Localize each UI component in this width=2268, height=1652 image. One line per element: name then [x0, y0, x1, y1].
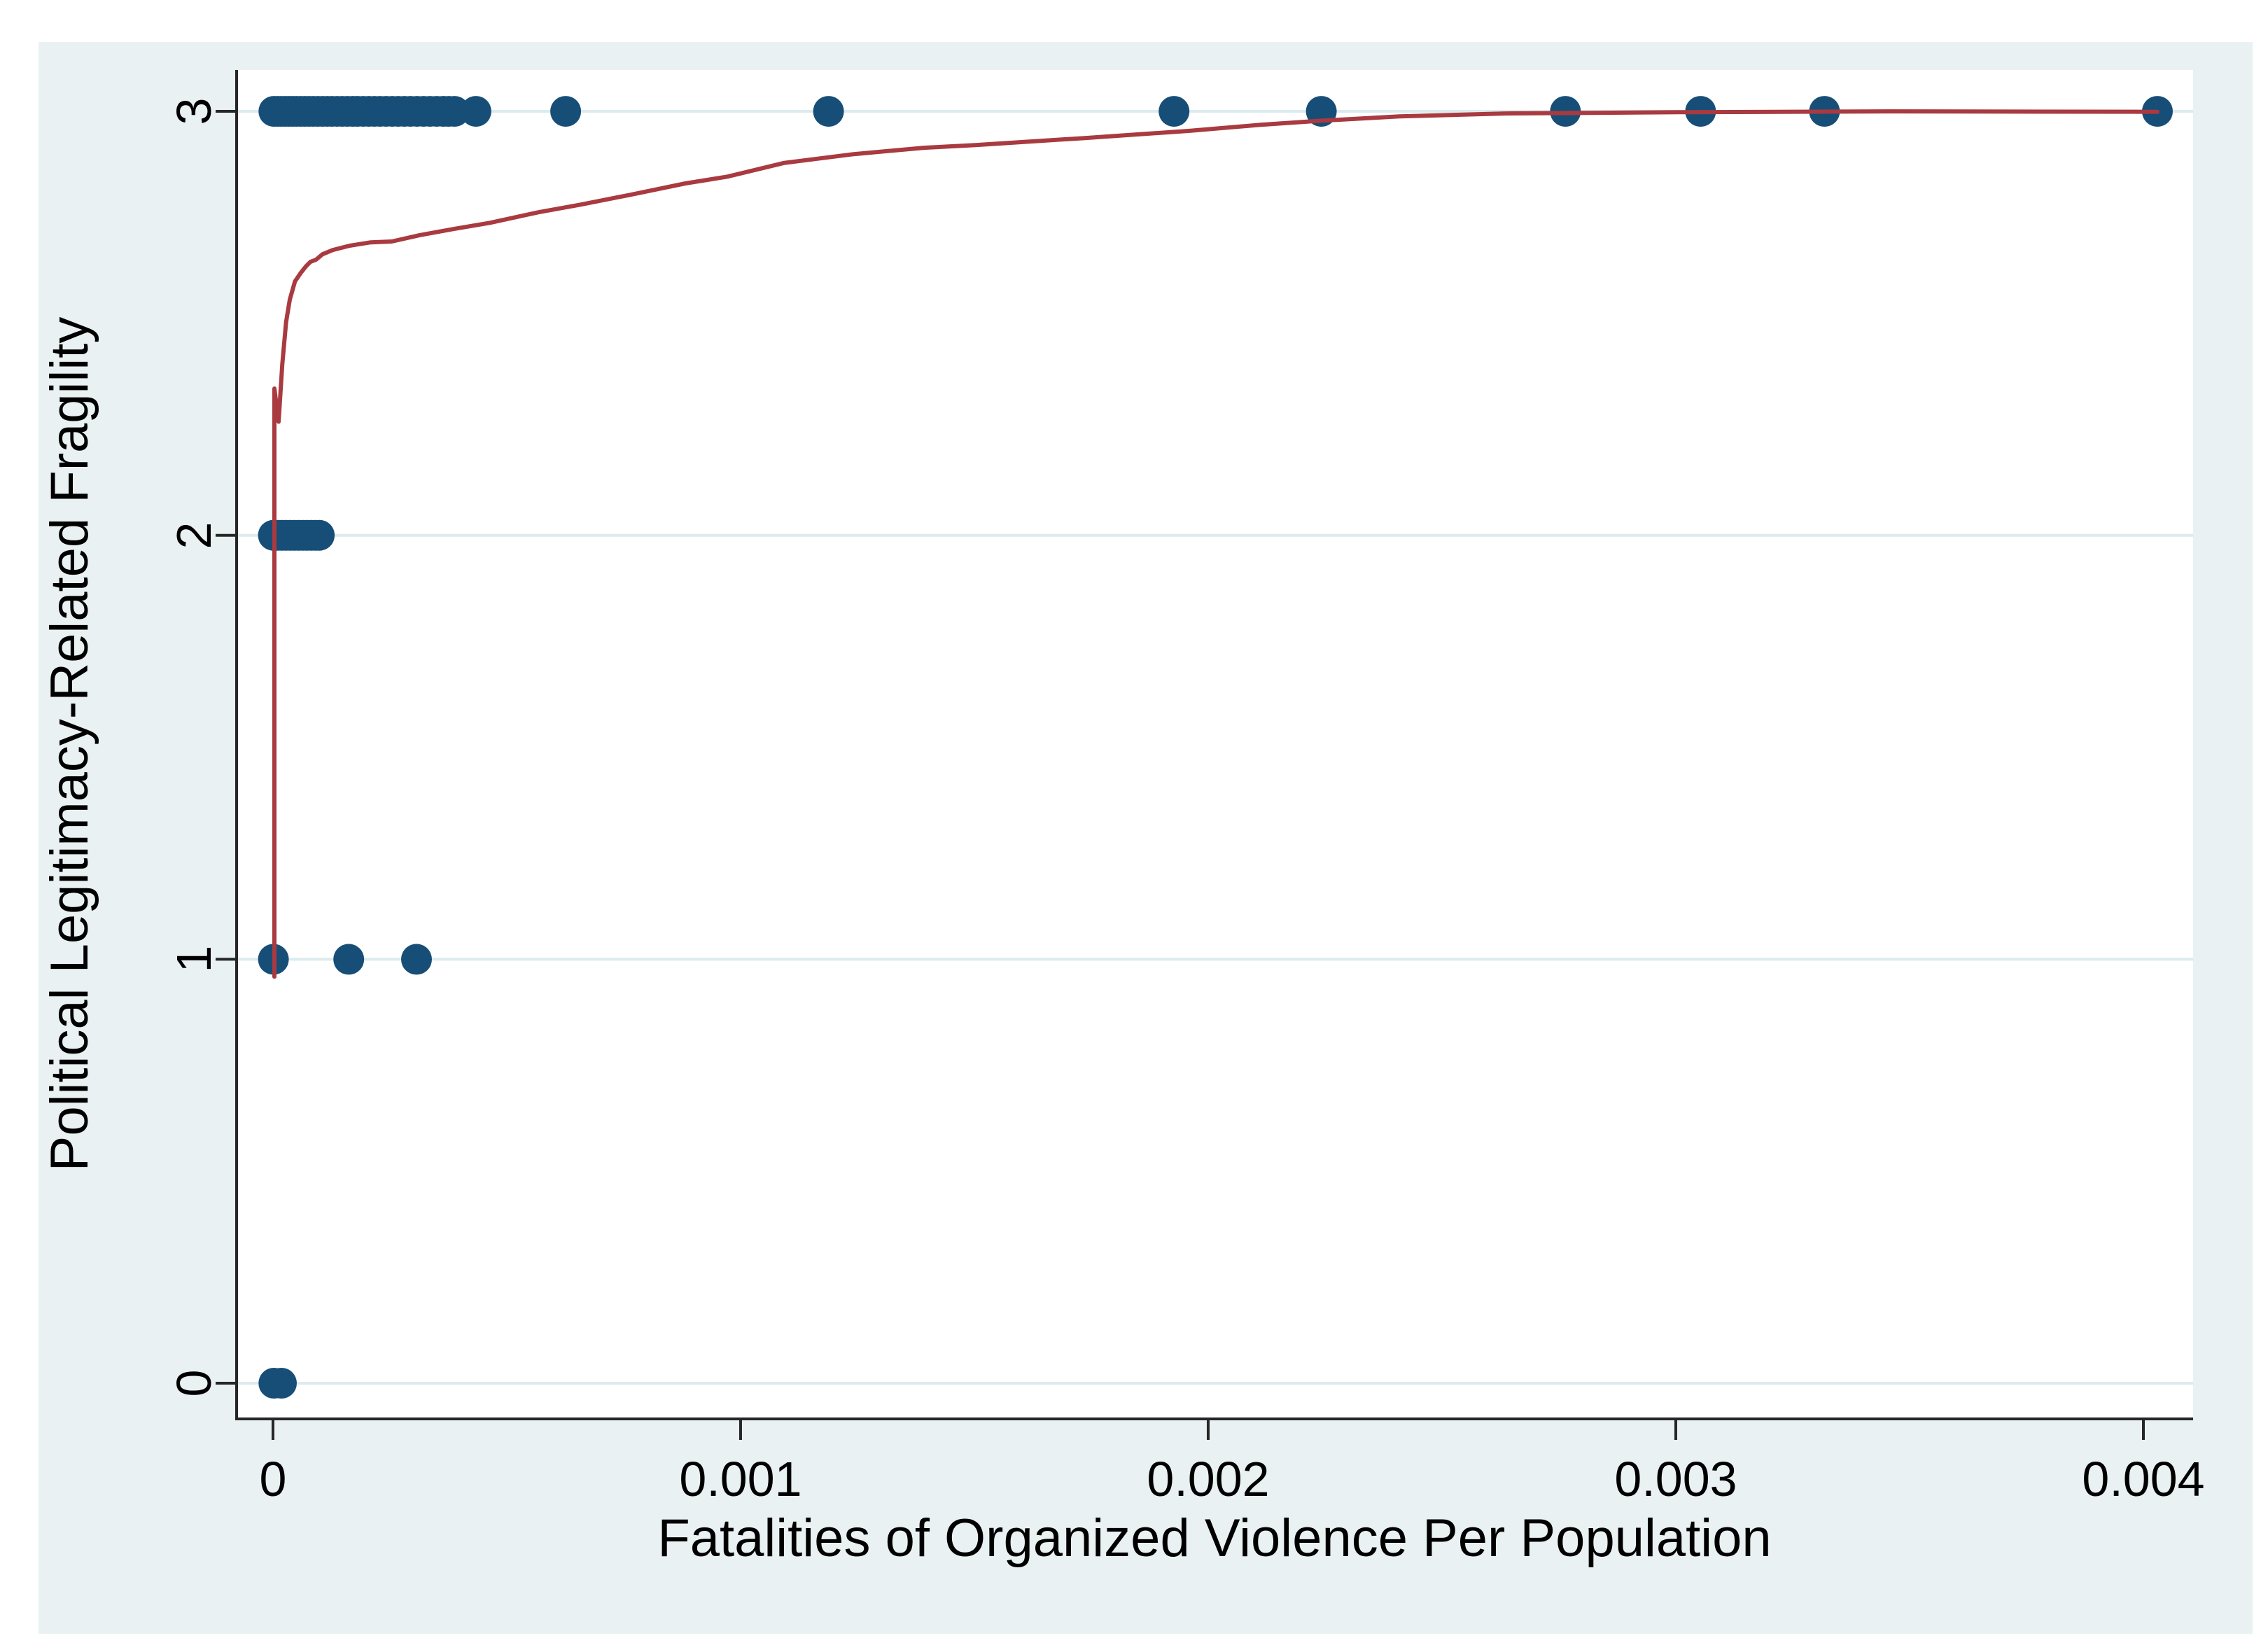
data-point — [1158, 96, 1190, 127]
data-point — [304, 519, 335, 551]
y-tick-label: 0 — [167, 1369, 221, 1397]
tick-marks — [216, 110, 2145, 1440]
x-axis-title: Fatalities of Organized Violence Per Pop… — [657, 1508, 1772, 1568]
x-tick-label: 0.002 — [1147, 1452, 1270, 1506]
data-point — [550, 96, 582, 127]
lowess-line — [272, 109, 2160, 979]
x-tick-label: 0.001 — [679, 1452, 802, 1506]
y-tick-label: 3 — [167, 97, 221, 125]
data-point — [266, 1368, 297, 1399]
data-point — [460, 96, 491, 127]
plot-area — [237, 70, 2193, 1419]
data-point — [439, 96, 470, 127]
axes — [235, 70, 2193, 1420]
x-tick-label: 0.004 — [2082, 1452, 2205, 1506]
x-tick-label: 0.003 — [1614, 1452, 1737, 1506]
data-point — [813, 96, 844, 127]
y-tick-label: 1 — [167, 945, 221, 973]
x-tick-label: 0 — [259, 1452, 287, 1506]
y-tick-label: 2 — [167, 522, 221, 550]
chart-figure: 0 1 2 3 0 0.001 0.002 0.003 0.004 Fatalities of… — [38, 42, 2253, 1634]
data-point — [401, 944, 432, 975]
y-axis-title: Political Legitimacy-Related Fragility — [40, 316, 99, 1172]
plot-canvas — [216, 70, 2193, 1440]
data-point — [333, 944, 365, 975]
